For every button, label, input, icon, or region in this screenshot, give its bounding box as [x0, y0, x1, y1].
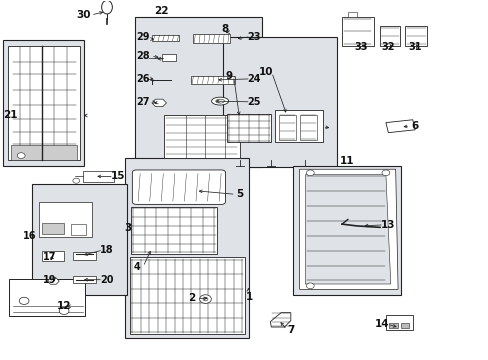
Text: 1: 1: [245, 292, 252, 302]
Text: 23: 23: [247, 32, 261, 41]
Ellipse shape: [215, 99, 224, 103]
Bar: [388, 323, 397, 328]
Text: 8: 8: [221, 24, 228, 35]
Text: 29: 29: [136, 32, 149, 41]
Bar: [73, 276, 96, 283]
Bar: [341, 17, 373, 45]
Bar: [379, 26, 399, 45]
Bar: [42, 251, 64, 261]
Text: 14: 14: [374, 319, 389, 329]
Bar: [163, 115, 239, 158]
Bar: [125, 158, 249, 338]
Circle shape: [19, 297, 29, 305]
Text: 31: 31: [407, 42, 421, 52]
Bar: [152, 35, 178, 41]
Text: 11: 11: [339, 156, 353, 166]
Circle shape: [203, 297, 207, 301]
Bar: [385, 315, 412, 330]
Bar: [82, 171, 114, 182]
Bar: [274, 110, 323, 142]
Text: 21: 21: [3, 111, 18, 121]
Ellipse shape: [211, 97, 228, 105]
Text: 20: 20: [100, 275, 114, 285]
Text: 22: 22: [154, 6, 168, 16]
Circle shape: [17, 153, 25, 158]
Circle shape: [306, 170, 314, 176]
Bar: [32, 184, 127, 295]
Polygon shape: [385, 120, 414, 133]
Bar: [130, 257, 244, 334]
Circle shape: [199, 295, 211, 303]
Text: 12: 12: [57, 301, 71, 311]
Text: 18: 18: [100, 245, 114, 255]
Bar: [39, 202, 92, 237]
Bar: [3, 40, 83, 166]
Text: 33: 33: [354, 42, 367, 52]
Polygon shape: [152, 99, 166, 107]
Text: 2: 2: [188, 293, 195, 303]
Bar: [131, 207, 216, 253]
Bar: [161, 54, 176, 61]
Bar: [400, 323, 408, 328]
Text: 30: 30: [76, 10, 91, 20]
Text: 25: 25: [247, 97, 261, 107]
Text: 6: 6: [411, 121, 418, 131]
Bar: [300, 115, 317, 140]
Text: 7: 7: [286, 325, 294, 335]
Polygon shape: [47, 278, 59, 284]
Bar: [347, 12, 356, 17]
Text: 16: 16: [23, 231, 37, 240]
Bar: [135, 17, 261, 167]
Polygon shape: [305, 175, 390, 284]
Bar: [293, 166, 400, 295]
Bar: [73, 252, 96, 260]
Bar: [227, 114, 271, 142]
Bar: [9, 279, 85, 316]
Text: 26: 26: [136, 74, 149, 84]
Text: 13: 13: [380, 220, 395, 230]
Bar: [71, 224, 86, 234]
Circle shape: [306, 283, 314, 289]
Text: 10: 10: [259, 67, 273, 77]
Circle shape: [73, 178, 80, 183]
Text: 15: 15: [110, 171, 125, 181]
Bar: [8, 45, 80, 160]
Polygon shape: [270, 313, 290, 327]
Bar: [190, 76, 234, 84]
Ellipse shape: [102, 0, 112, 14]
Text: 4: 4: [134, 262, 141, 272]
Bar: [405, 26, 427, 45]
Bar: [193, 35, 229, 43]
Text: 32: 32: [381, 42, 394, 52]
Text: 19: 19: [42, 275, 56, 285]
Text: 3: 3: [123, 224, 131, 233]
Circle shape: [381, 170, 389, 176]
Bar: [11, 145, 77, 159]
Bar: [42, 223, 64, 234]
Text: 5: 5: [236, 189, 243, 199]
Text: 24: 24: [247, 74, 261, 84]
Bar: [222, 37, 336, 167]
Text: 28: 28: [136, 51, 150, 61]
Bar: [278, 115, 295, 140]
Text: 17: 17: [42, 252, 56, 262]
Circle shape: [59, 307, 69, 315]
FancyBboxPatch shape: [132, 170, 225, 204]
Polygon shape: [299, 169, 397, 289]
Text: 9: 9: [225, 71, 232, 81]
Text: 27: 27: [136, 97, 149, 107]
